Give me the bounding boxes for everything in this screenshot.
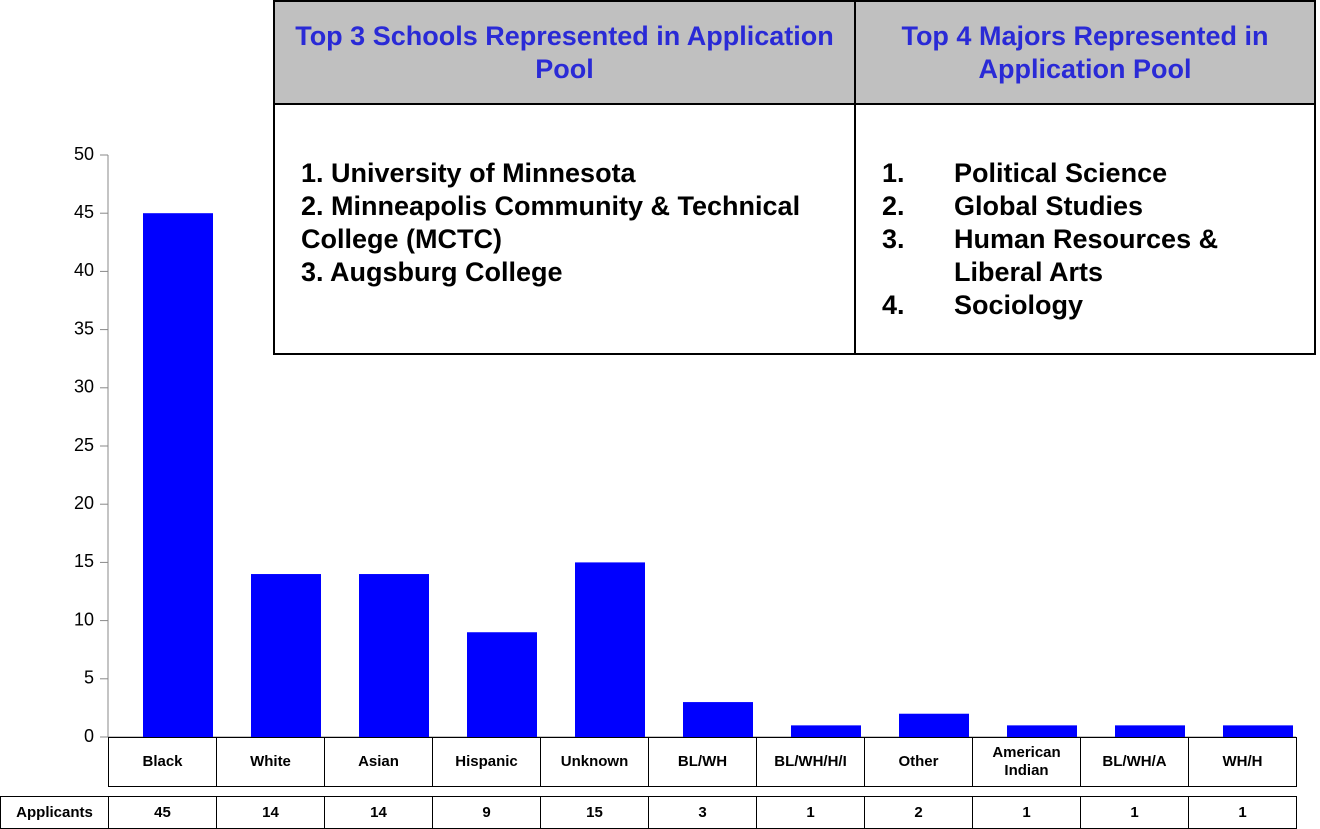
item-text: Human Resources & Liberal Arts [954, 224, 1219, 287]
category-cell: WH/H [1188, 737, 1297, 787]
value-cell: 9 [432, 796, 541, 829]
column-body: 1. University of Minnesota 2. Minneapolis… [275, 105, 854, 289]
category-cell: BL/WH/H/I [756, 737, 865, 787]
bar [899, 713, 969, 737]
value-cell: 15 [540, 796, 649, 829]
item-text: Sociology [954, 290, 1084, 320]
item-text: Global Studies [954, 191, 1144, 221]
category-cell: Asian [324, 737, 433, 787]
category-cell: White [216, 737, 325, 787]
y-tick-label: 5 [84, 668, 94, 688]
category-cell: Hispanic [432, 737, 541, 787]
y-tick-label: 0 [84, 726, 94, 746]
value-cell: 45 [108, 796, 217, 829]
y-tick-label: 40 [74, 260, 94, 280]
major-item: 1. Political Science [882, 157, 1294, 190]
school-item: 1. University of Minnesota [301, 158, 636, 188]
value-cell: 14 [324, 796, 433, 829]
y-tick-label: 35 [74, 318, 94, 338]
y-tick-label: 20 [74, 493, 94, 513]
category-cell: Black [108, 737, 217, 787]
item-number: 1. [882, 158, 905, 188]
major-item: 2. Global Studies [882, 190, 1294, 223]
info-table: Top 3 Schools Represented in Application… [273, 0, 1316, 355]
schools-column: Top 3 Schools Represented in Application… [275, 2, 854, 353]
y-tick-label: 50 [74, 144, 94, 164]
item-number: 4. [882, 290, 905, 320]
value-cell: 1 [756, 796, 865, 829]
category-cell: Other [864, 737, 973, 787]
bar [791, 725, 861, 737]
item-number: 3. [882, 224, 905, 254]
bar [1007, 725, 1077, 737]
school-item: 3. Augsburg College [301, 257, 563, 287]
item-text: Political Science [954, 158, 1168, 188]
bar [251, 574, 321, 737]
y-tick-label: 10 [74, 609, 94, 629]
y-tick-label: 30 [74, 377, 94, 397]
bar [143, 213, 213, 737]
bar [575, 562, 645, 737]
y-tick-label: 45 [74, 202, 94, 222]
series-name: Applicants [0, 796, 109, 829]
bar [1223, 725, 1293, 737]
bar [359, 574, 429, 737]
bar [683, 702, 753, 737]
major-item: 3. Human Resources & Liberal Arts [882, 223, 1294, 289]
column-header: Top 3 Schools Represented in Application… [275, 2, 854, 105]
value-cell: 14 [216, 796, 325, 829]
value-cell: 2 [864, 796, 973, 829]
value-cell: 1 [1080, 796, 1189, 829]
y-tick-label: 25 [74, 435, 94, 455]
bar [467, 632, 537, 737]
value-cell: 1 [972, 796, 1081, 829]
category-cell: BL/WH [648, 737, 757, 787]
school-item: 2. Minneapolis Community & Technical Col… [301, 191, 801, 254]
majors-column: Top 4 Majors Represented in Application … [854, 2, 1314, 353]
bar [1115, 725, 1185, 737]
item-number: 2. [882, 191, 905, 221]
category-cell: Unknown [540, 737, 649, 787]
column-body: 1. Political Science 2. Global Studies 3. Hum… [856, 105, 1314, 322]
column-header: Top 4 Majors Represented in Application … [856, 2, 1314, 105]
category-cell: BL/WH/A [1080, 737, 1189, 787]
y-tick-label: 15 [74, 551, 94, 571]
value-cell: 3 [648, 796, 757, 829]
major-item: 4. Sociology [882, 289, 1294, 322]
value-cell: 1 [1188, 796, 1297, 829]
category-cell: American Indian [972, 737, 1081, 787]
